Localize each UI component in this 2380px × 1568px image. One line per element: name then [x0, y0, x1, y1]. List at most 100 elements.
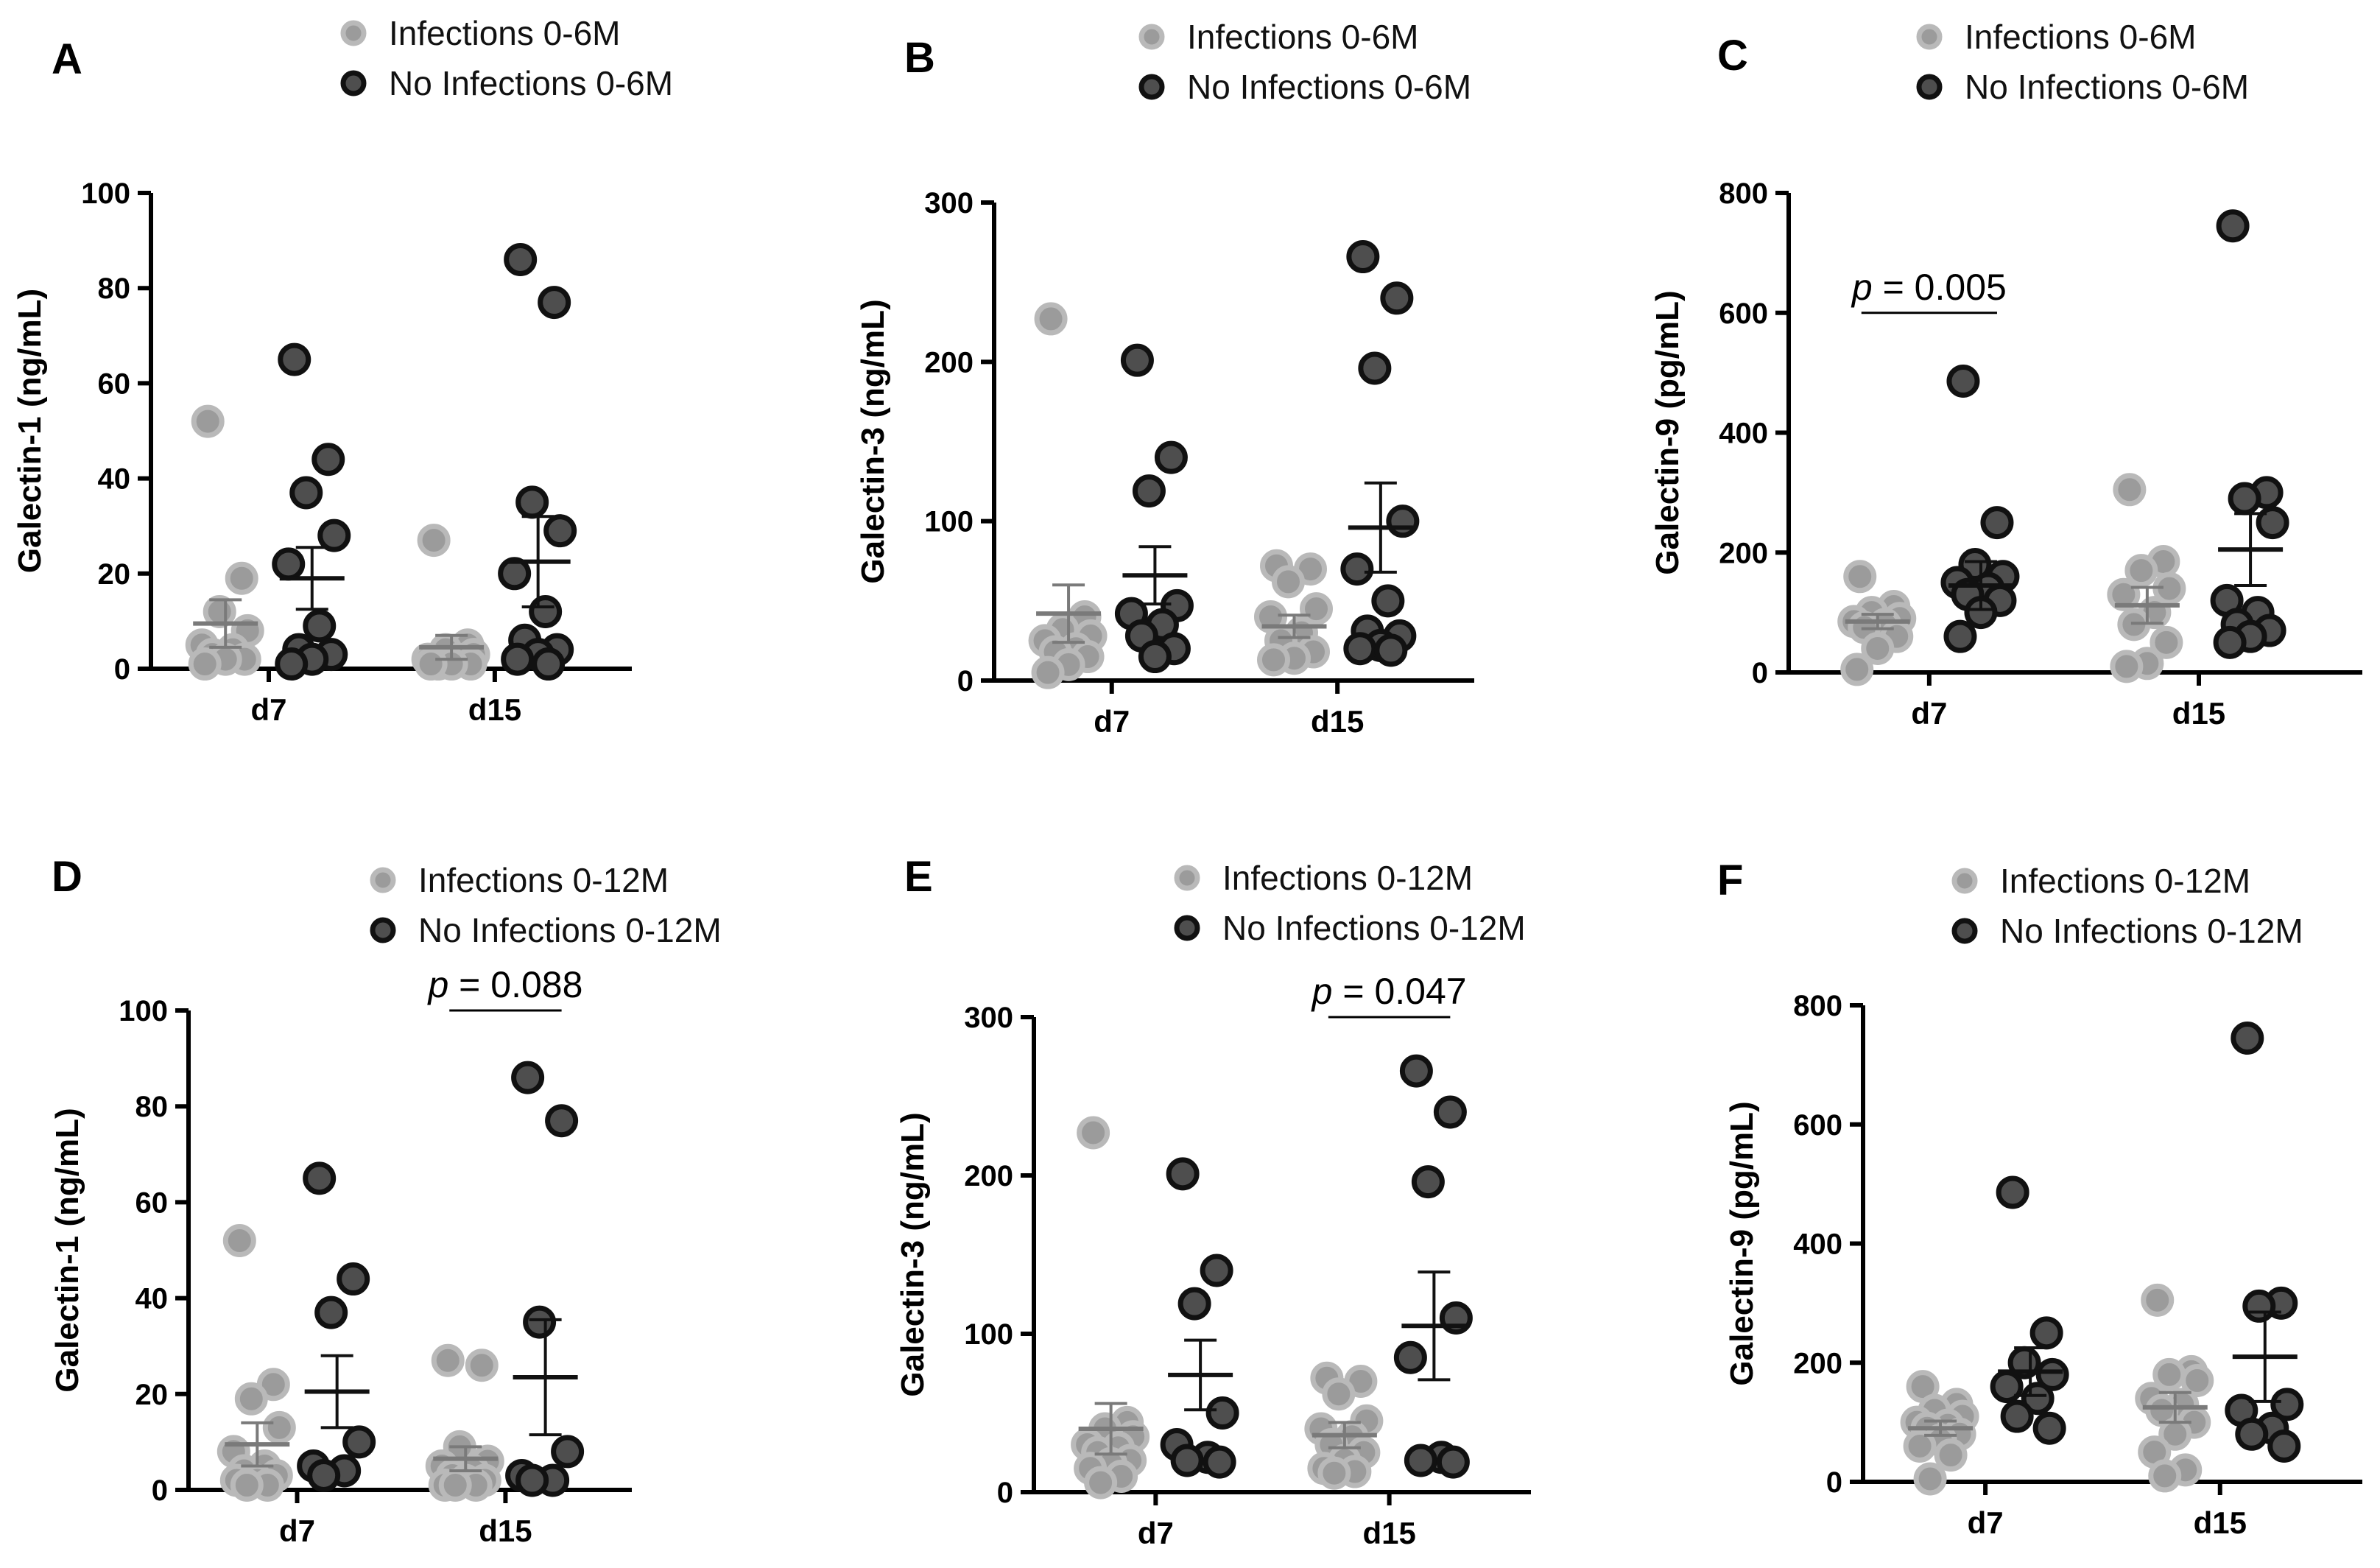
- data-point: [1205, 1396, 1239, 1430]
- data-point: [1154, 440, 1188, 474]
- data-point: [307, 1458, 341, 1492]
- data-point: [2267, 1429, 2301, 1463]
- data-point: [303, 609, 337, 643]
- y-tick-label: 100: [119, 995, 168, 1027]
- data-point: [1371, 584, 1405, 618]
- data-point: [1166, 1157, 1200, 1191]
- y-tick-label: 800: [1719, 177, 1768, 210]
- legend-entry: Infections 0-6M: [1187, 18, 1418, 56]
- data-point: [2270, 1388, 2304, 1421]
- data-point: [303, 1161, 337, 1195]
- legend-marker: [1138, 24, 1165, 50]
- legend-marker: [1174, 865, 1200, 891]
- legend-marker: [1916, 74, 1943, 100]
- y-tick-label: 0: [1826, 1466, 1842, 1499]
- data-point: [337, 1262, 370, 1296]
- legend-marker: [340, 20, 367, 46]
- data-point: [538, 286, 571, 320]
- legend-marker: [1951, 868, 1978, 894]
- y-tick-label: 300: [964, 1002, 1013, 1034]
- x-tick-label: d7: [279, 1513, 315, 1548]
- data-point: [1436, 1445, 1470, 1479]
- legend-marker: [1174, 915, 1200, 941]
- data-point: [2035, 1357, 2069, 1391]
- data-point: [2029, 1316, 2063, 1350]
- data-point: [511, 1061, 545, 1094]
- data-point: [1138, 640, 1172, 674]
- data-point: [317, 518, 351, 552]
- data-point: [2148, 1459, 2182, 1493]
- y-tick-label: 600: [1719, 298, 1768, 330]
- legend-marker: [340, 70, 367, 96]
- y-tick-label: 100: [964, 1318, 1013, 1351]
- data-point: [222, 1223, 256, 1257]
- data-point: [234, 1382, 268, 1416]
- x-tick-label: d15: [2172, 696, 2225, 731]
- legend-marker: [1916, 24, 1943, 50]
- data-point: [225, 561, 258, 595]
- y-tick-label: 60: [98, 368, 131, 400]
- data-point: [289, 476, 323, 510]
- data-point: [2180, 1364, 2214, 1398]
- legend-entry: No Infections 0-6M: [1965, 68, 2249, 106]
- y-tick-label: 200: [1793, 1347, 1842, 1379]
- y-tick-label: 100: [81, 177, 130, 210]
- data-point: [1132, 474, 1166, 508]
- x-tick-label: d15: [2194, 1505, 2247, 1540]
- data-point: [275, 647, 309, 681]
- data-point: [1177, 1287, 1211, 1321]
- data-point: [1943, 619, 1977, 653]
- data-point: [515, 1463, 549, 1497]
- data-point: [2000, 1399, 2034, 1433]
- data-point: [272, 547, 306, 581]
- panel-letter: F: [1717, 857, 1743, 904]
- data-point: [1120, 343, 1154, 377]
- x-tick-label: d15: [1311, 704, 1364, 739]
- data-point: [1913, 1462, 1947, 1496]
- x-tick-label: d7: [1911, 696, 1947, 731]
- data-point: [1980, 506, 2014, 540]
- legend-entry: Infections 0-6M: [389, 14, 620, 52]
- y-tick-label: 0: [997, 1477, 1013, 1509]
- panel-a: A Infections 0-6M No Infections 0-6M 0 20 40 6…: [12, 14, 673, 727]
- data-point: [1084, 1466, 1118, 1500]
- panel-letter: E: [904, 853, 933, 901]
- data-point: [1170, 1444, 1204, 1477]
- panel-f: F Infections 0-12M No Infections 0-12M 0 200…: [1717, 857, 2362, 1540]
- panel-letter: B: [904, 34, 935, 82]
- data-point: [191, 404, 225, 438]
- data-point: [551, 1435, 585, 1469]
- data-point: [188, 647, 222, 681]
- legend-entry: No Infections 0-12M: [1222, 909, 1526, 947]
- data-point: [1404, 1444, 1437, 1477]
- data-point: [230, 1468, 264, 1502]
- data-point: [2113, 473, 2147, 507]
- data-point: [1433, 1095, 1467, 1129]
- x-tick-label: d7: [250, 692, 286, 727]
- panel-c: C Infections 0-6M No Infections 0-6M 0 200 40…: [1650, 18, 2362, 731]
- data-point: [262, 1410, 296, 1444]
- p-value-label: p = 0.047: [1311, 971, 1467, 1012]
- y-tick-label: 0: [152, 1474, 168, 1507]
- data-point: [438, 1468, 472, 1502]
- y-axis-title: Galectin-1 (ng/mL): [12, 289, 48, 573]
- data-point: [532, 647, 566, 681]
- data-point: [2242, 1289, 2276, 1323]
- data-point: [543, 514, 577, 548]
- y-tick-label: 40: [135, 1283, 169, 1315]
- data-point: [414, 647, 448, 681]
- y-tick-label: 20: [135, 1379, 169, 1411]
- data-point: [342, 1425, 376, 1459]
- y-tick-label: 800: [1793, 990, 1842, 1022]
- x-tick-label: d15: [1362, 1516, 1415, 1550]
- legend-entry: No Infections 0-6M: [1187, 68, 1471, 106]
- data-point: [1946, 365, 1980, 398]
- data-point: [1386, 504, 1420, 538]
- y-tick-label: 60: [135, 1186, 169, 1219]
- data-point: [1843, 560, 1877, 594]
- legend-marker: [370, 917, 396, 943]
- panel-b: B Infections 0-6M No Infections 0-6M 0 100 20…: [855, 18, 1474, 739]
- data-point: [465, 1349, 499, 1382]
- y-tick-label: 300: [924, 187, 974, 219]
- data-point: [1380, 281, 1414, 315]
